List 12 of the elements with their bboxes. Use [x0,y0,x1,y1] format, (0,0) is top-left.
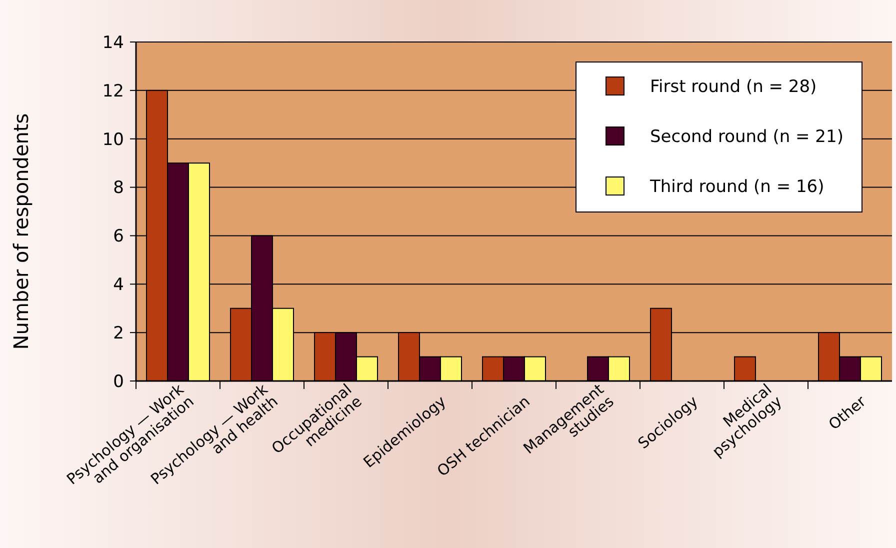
y-tick-label: 14 [102,32,124,53]
y-tick-label: 8 [113,178,124,198]
legend-label: First round (n = 28) [650,76,817,97]
y-tick-label: 12 [102,81,124,102]
y-tick-label: 10 [102,130,124,150]
y-tick-label: 6 [113,226,124,247]
y-axis-title: Number of respondents [9,113,33,350]
y-tick-label: 4 [113,275,124,296]
legend-label: Third round (n = 16) [649,176,824,197]
y-tick-label: 0 [113,372,124,392]
y-tick-label: 2 [113,324,124,344]
legend-label: Second round (n = 21) [650,126,844,147]
